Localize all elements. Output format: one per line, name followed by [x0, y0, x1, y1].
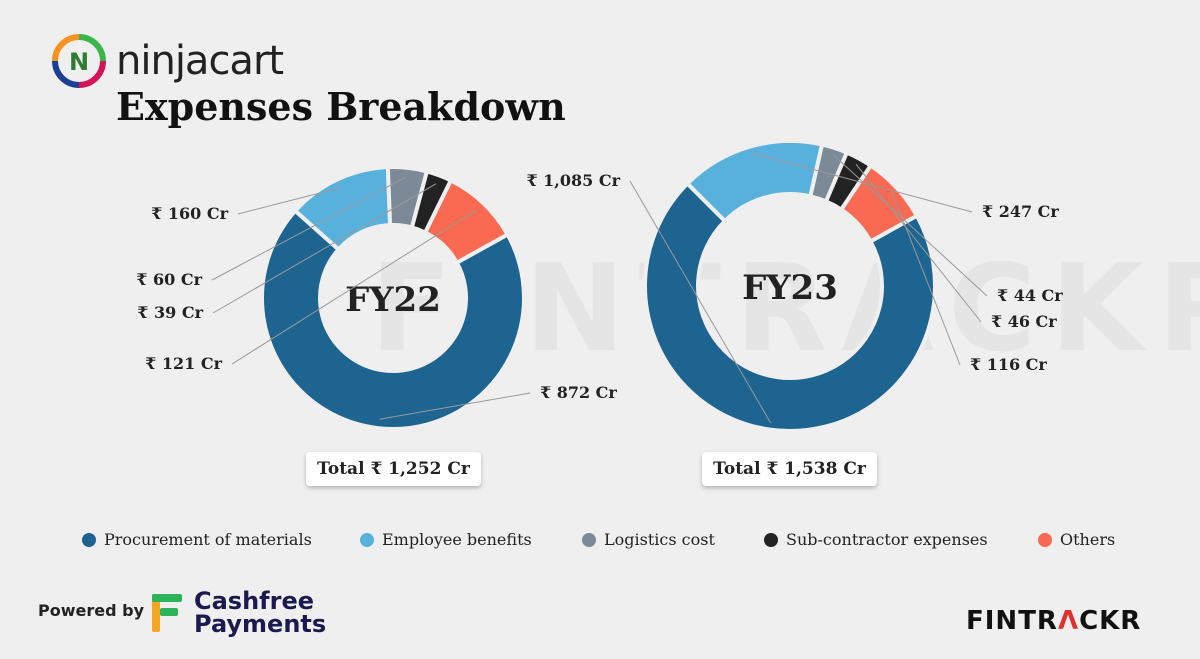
leader-line: [629, 180, 772, 424]
total-fy23: Total ₹ 1,538 Cr: [702, 452, 877, 486]
data-label: ₹ 1,085 Cr: [526, 171, 620, 190]
data-label: ₹ 46 Cr: [991, 312, 1057, 331]
legend-label: Procurement of materials: [104, 530, 312, 549]
legend-item-logistics: Logistics cost: [582, 530, 715, 549]
legend-swatch: [360, 532, 374, 547]
page-title: Expenses Breakdown: [116, 84, 566, 129]
data-label: ₹ 872 Cr: [540, 383, 617, 402]
sponsor-line-2: Payments: [194, 610, 327, 638]
data-label: ₹ 116 Cr: [970, 355, 1047, 374]
data-label: ₹ 247 Cr: [982, 202, 1059, 221]
leader-line: [855, 163, 982, 323]
data-label: ₹ 60 Cr: [136, 270, 202, 289]
legend-label: Others: [1060, 530, 1116, 549]
data-label: ₹ 39 Cr: [137, 303, 203, 322]
slice-fy23-procurement-of-materials: [643, 180, 937, 433]
logo-letter: N: [69, 48, 89, 76]
data-label: ₹ 160 Cr: [151, 204, 228, 223]
legend-label: Sub-contractor expenses: [786, 530, 988, 549]
brand-name: ninjacart: [116, 38, 284, 84]
center-label-fy22: FY22: [345, 280, 441, 320]
legend: Procurement of materials Employee benefi…: [0, 530, 1200, 554]
legend-swatch: [1038, 532, 1052, 547]
leader-line: [237, 187, 342, 215]
leader-line: [211, 176, 407, 281]
leader-line: [751, 152, 973, 213]
legend-label: Logistics cost: [604, 530, 715, 549]
ninjacart-logo: N ninjacart: [50, 32, 284, 90]
legend-item-subcontractor: Sub-contractor expenses: [764, 530, 988, 549]
leader-line: [231, 209, 478, 365]
cashfree-logo: Cashfree Payments: [150, 587, 327, 638]
cashfree-icon: [152, 594, 182, 632]
legend-swatch: [582, 532, 596, 547]
sponsor-line-1: Cashfree: [194, 587, 315, 615]
data-label: ₹ 121 Cr: [145, 354, 222, 373]
legend-item-others: Others: [1038, 530, 1115, 549]
legend-item-procurement: Procurement of materials: [82, 530, 312, 549]
slice-fy22-procurement-of-materials: [260, 207, 526, 431]
legend-label: Employee benefits: [382, 530, 532, 549]
ninjacart-logo-icon: N: [52, 34, 106, 88]
leader-line: [891, 192, 961, 366]
legend-item-employee: Employee benefits: [360, 530, 532, 549]
center-label-fy23: FY23: [742, 268, 838, 308]
legend-swatch: [764, 532, 778, 547]
fintrackr-logo: FINTRΛCKR: [966, 606, 1141, 636]
slice-fy23-others: [838, 162, 920, 245]
fintrackr-accent: Λ: [1057, 606, 1080, 636]
slice-fy22-others: [422, 177, 511, 266]
leader-line: [379, 392, 531, 420]
leader-line: [212, 183, 437, 314]
total-fy22: Total ₹ 1,252 Cr: [306, 452, 481, 486]
fintrackr-start: FINTR: [966, 606, 1058, 636]
data-label: ₹ 44 Cr: [997, 286, 1063, 305]
fintrackr-end: CKR: [1079, 606, 1142, 636]
legend-swatch: [82, 532, 96, 547]
powered-by-label: Powered by: [38, 601, 144, 620]
leader-line: [832, 153, 988, 297]
